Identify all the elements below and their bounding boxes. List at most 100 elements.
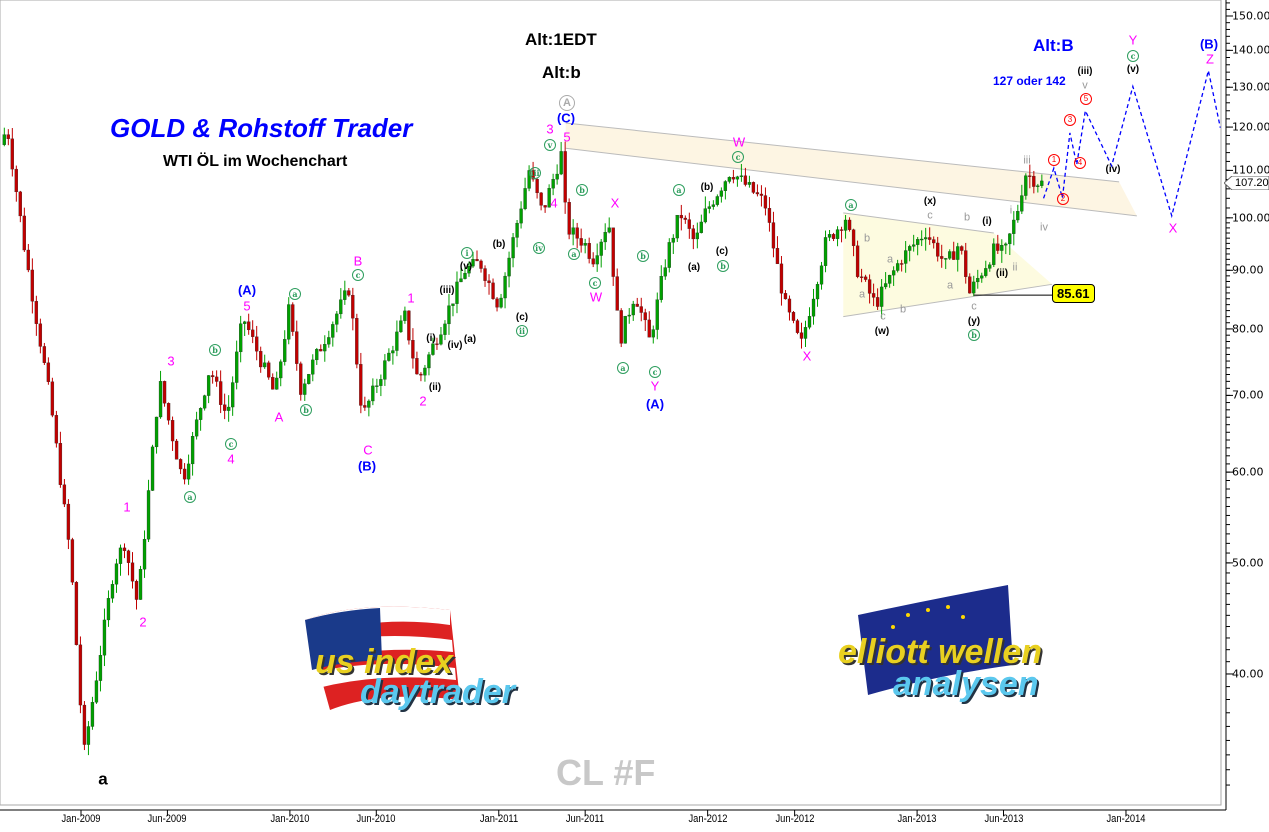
wave-label: (ii) bbox=[428, 382, 442, 393]
wave-label: (a) bbox=[687, 262, 701, 273]
candle-body bbox=[1020, 195, 1024, 212]
wave-label: c bbox=[225, 438, 237, 450]
y-tick-label: 80.00 bbox=[1232, 322, 1264, 336]
wave-label: (B) bbox=[357, 458, 377, 474]
candle-body bbox=[928, 237, 932, 240]
candle-body bbox=[134, 581, 139, 600]
wave-label: 3 bbox=[1064, 114, 1076, 126]
candle-body bbox=[647, 319, 651, 338]
wave-label: a bbox=[289, 288, 301, 300]
candle-body bbox=[519, 208, 523, 224]
candle-body bbox=[439, 334, 443, 345]
candle-body bbox=[827, 234, 832, 238]
candle-body bbox=[651, 329, 655, 338]
plot-border bbox=[0, 0, 1222, 806]
logo-text: daytrader bbox=[360, 675, 515, 709]
candle-body bbox=[387, 352, 391, 361]
candle-body bbox=[903, 250, 908, 264]
candle-body bbox=[819, 265, 824, 285]
candle-body bbox=[659, 276, 663, 300]
candle-body bbox=[595, 255, 599, 265]
candle-body bbox=[371, 385, 375, 402]
candle-body bbox=[399, 320, 403, 333]
candle-body bbox=[403, 310, 407, 321]
logo-text-line1: us index bbox=[315, 643, 453, 681]
candle-body bbox=[158, 381, 163, 418]
wave-label: (y) bbox=[967, 316, 981, 327]
candle-body bbox=[539, 192, 543, 206]
candle-body bbox=[535, 179, 539, 194]
candle-body bbox=[407, 310, 411, 341]
candle-body bbox=[98, 655, 103, 681]
x-tick-label: Jan-2011 bbox=[479, 813, 518, 825]
candle-body bbox=[1004, 243, 1008, 246]
candle-body bbox=[114, 563, 119, 585]
candle-body bbox=[54, 415, 59, 444]
candle-body bbox=[287, 304, 291, 340]
wave-label: Y bbox=[1128, 32, 1138, 48]
wave-label: A bbox=[274, 409, 284, 425]
candle-body bbox=[479, 260, 483, 269]
candle-body bbox=[162, 381, 167, 404]
candle-body bbox=[723, 181, 728, 191]
candle-body bbox=[683, 217, 687, 220]
candle-body bbox=[567, 202, 571, 235]
wave-label: c bbox=[880, 310, 886, 323]
candle-body bbox=[6, 134, 10, 139]
candle-body bbox=[579, 238, 583, 246]
candle-body bbox=[14, 168, 18, 193]
wave-label: iv bbox=[1040, 221, 1048, 234]
candle-body bbox=[275, 377, 279, 390]
candle-body bbox=[351, 294, 355, 319]
last-price-marker: 107.20 bbox=[1224, 176, 1269, 190]
wave-label: a bbox=[184, 491, 196, 503]
candle-body bbox=[559, 151, 563, 175]
candle-body bbox=[303, 383, 307, 395]
candle-body bbox=[679, 214, 683, 219]
chart-brand-title: GOLD & Rohstoff Trader bbox=[110, 113, 413, 143]
candle-body bbox=[755, 192, 760, 195]
wave-label: c bbox=[352, 269, 364, 281]
wave-label: c bbox=[732, 151, 744, 163]
candle-body bbox=[347, 290, 351, 296]
wave-label: (iii) bbox=[1077, 66, 1093, 77]
candle-body bbox=[968, 276, 972, 294]
candle-body bbox=[587, 243, 591, 259]
candle-body bbox=[920, 238, 924, 241]
x-tick-label: Jan-2013 bbox=[897, 813, 937, 825]
candle-body bbox=[575, 227, 579, 239]
candle-body bbox=[1028, 175, 1032, 177]
candle-body bbox=[142, 539, 147, 570]
candle-body bbox=[687, 219, 691, 229]
candle-body bbox=[118, 547, 123, 564]
candle-body bbox=[295, 331, 299, 364]
candle-body bbox=[475, 259, 479, 262]
wave-label: C bbox=[363, 442, 373, 458]
candle-body bbox=[940, 256, 944, 259]
candle-body bbox=[279, 361, 283, 379]
wave-label: v bbox=[1082, 79, 1088, 92]
triangle-band bbox=[843, 212, 1053, 317]
candle-body bbox=[483, 268, 487, 281]
candle-body bbox=[972, 281, 976, 294]
candle-body bbox=[843, 219, 848, 231]
wave-label: (v) bbox=[1126, 64, 1140, 75]
wave-label: (iv) bbox=[1105, 164, 1121, 175]
candle-body bbox=[996, 243, 1000, 251]
candle-body bbox=[291, 304, 295, 332]
candle-body bbox=[267, 362, 271, 378]
candle-body bbox=[106, 598, 111, 621]
candle-body bbox=[2, 134, 6, 145]
x-tick-label: Jun-2013 bbox=[984, 813, 1023, 825]
candle-body bbox=[319, 349, 323, 352]
x-tick-label: Jan-2012 bbox=[688, 813, 728, 825]
wave-label: c bbox=[971, 300, 977, 313]
wave-label: X bbox=[610, 195, 620, 211]
candle-body bbox=[763, 195, 768, 209]
candle-body bbox=[18, 191, 22, 217]
candle-body bbox=[411, 340, 415, 359]
candle-body bbox=[146, 490, 151, 540]
candle-body bbox=[799, 332, 804, 339]
candle-body bbox=[695, 232, 699, 240]
candle-body bbox=[247, 321, 251, 331]
